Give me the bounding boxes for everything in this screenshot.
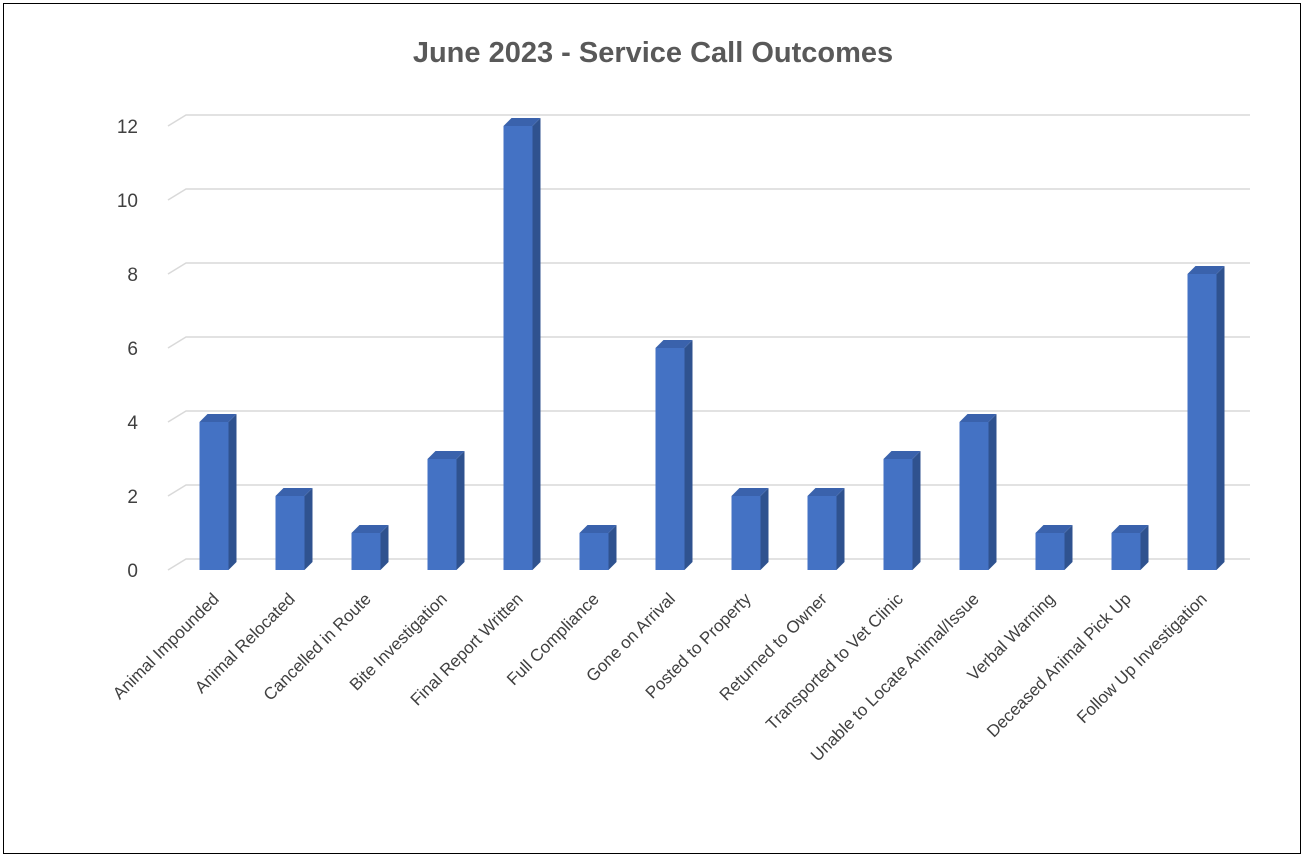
bar-side-face	[1140, 525, 1149, 570]
gridline	[167, 558, 1250, 571]
gridline	[167, 114, 1250, 127]
y-tick-label: 2	[127, 487, 138, 508]
x-tick-label: Unable to Locate Animal/Issue	[807, 589, 983, 765]
chart-title: June 2023 - Service Call Outcomes	[413, 37, 893, 69]
bar-side-face	[1064, 525, 1073, 570]
bar-top-face	[427, 451, 465, 459]
bar	[503, 118, 541, 570]
bar	[1035, 525, 1073, 570]
bar	[275, 488, 313, 570]
y-tick-label: 0	[127, 561, 138, 582]
bar-front-face	[807, 496, 837, 570]
bar-side-face	[684, 340, 693, 570]
x-tick-label: Deceased Animal Pick Up	[983, 589, 1135, 741]
bar-side-face	[380, 525, 389, 570]
bar-side-face	[532, 118, 541, 570]
bar	[807, 488, 845, 570]
y-axis-ticks: 0 2 4 6 8 10 12	[117, 117, 139, 582]
bar-front-face	[959, 422, 989, 570]
bar-top-face	[351, 525, 389, 533]
bar-side-face	[456, 451, 465, 570]
bar-top-face	[503, 118, 541, 126]
bar-front-face	[579, 533, 609, 570]
bar-front-face	[1035, 533, 1065, 570]
bar-top-face	[883, 451, 921, 459]
bar	[731, 488, 769, 570]
bar-front-face	[275, 496, 305, 570]
bar	[579, 525, 617, 570]
bar-side-face	[304, 488, 313, 570]
y-tick-label: 10	[117, 191, 138, 212]
bar-top-face	[807, 488, 845, 496]
bar-front-face	[1111, 533, 1141, 570]
bar-front-face	[1187, 274, 1217, 570]
bar-side-face	[988, 414, 997, 570]
bar-side-face	[1216, 266, 1225, 570]
bars	[199, 118, 1225, 570]
bar	[959, 414, 997, 570]
bar-top-face	[1035, 525, 1073, 533]
bar-top-face	[1187, 266, 1225, 274]
gridline	[167, 410, 1250, 423]
bar-top-face	[959, 414, 997, 422]
y-tick-label: 8	[127, 265, 138, 286]
y-tick-label: 12	[117, 117, 138, 138]
gridlines	[167, 114, 1250, 571]
bar-top-face	[199, 414, 237, 422]
bar-side-face	[836, 488, 845, 570]
gridline	[167, 336, 1250, 349]
bar-front-face	[503, 126, 533, 570]
bar	[1187, 266, 1225, 570]
bar-side-face	[912, 451, 921, 570]
bar-front-face	[199, 422, 229, 570]
bar-side-face	[608, 525, 617, 570]
bar	[199, 414, 237, 570]
bar-top-face	[731, 488, 769, 496]
x-tick-label: Transported to Vet Clinic	[762, 589, 907, 734]
bar-top-face	[579, 525, 617, 533]
bar-front-face	[883, 459, 913, 570]
bar	[427, 451, 465, 570]
bar-top-face	[655, 340, 693, 348]
bar	[883, 451, 921, 570]
bar	[351, 525, 389, 570]
gridline	[167, 262, 1250, 275]
y-tick-label: 6	[127, 339, 138, 360]
bar-front-face	[427, 459, 457, 570]
bar-front-face	[731, 496, 761, 570]
bar-side-face	[760, 488, 769, 570]
bar-side-face	[228, 414, 237, 570]
bar-top-face	[1111, 525, 1149, 533]
bar	[655, 340, 693, 570]
bar-front-face	[655, 348, 685, 570]
bar-top-face	[275, 488, 313, 496]
bar-front-face	[351, 533, 381, 570]
gridline	[167, 484, 1250, 497]
y-tick-label: 4	[127, 413, 138, 434]
gridline	[167, 188, 1250, 201]
bar	[1111, 525, 1149, 570]
x-tick-label: Follow Up Investigation	[1073, 589, 1211, 727]
